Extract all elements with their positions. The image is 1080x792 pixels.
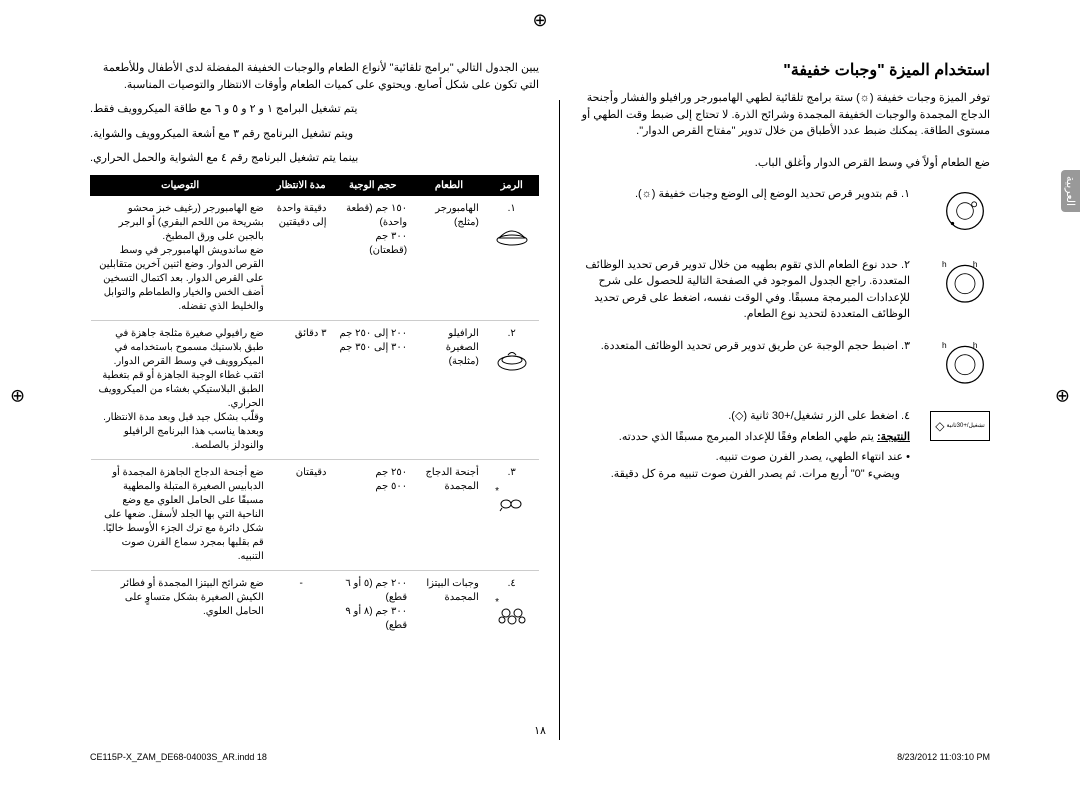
step-3: h h ٣. اضبط حجم الوجبة عن طريق تدوير قرص… xyxy=(580,338,990,394)
step3-text: اضبط حجم الوجبة عن طريق تدوير قرص تحديد … xyxy=(601,340,898,352)
th-food: الطعام xyxy=(413,175,485,195)
left-intro2: يتم تشغيل البرامج ١ و ٢ و ٥ و ٦ مع طاقة … xyxy=(90,101,539,118)
ravioli-icon xyxy=(494,345,530,373)
step3-num: ٣. xyxy=(901,340,910,352)
svg-text:h: h xyxy=(942,259,947,269)
crop-mark-right: ⊕ xyxy=(1055,386,1070,407)
step-4: تشغيل/+30ثانية ◇ ٤. اضغط على الزر تشغيل/… xyxy=(580,408,990,482)
step4-text: اضغط على الزر تشغيل/+30 ثانية (◇). xyxy=(728,410,898,422)
step1-pre: ضع الطعام أولاً في وسط القرص الدوار وأغل… xyxy=(580,155,990,172)
hamburger-icon xyxy=(494,220,530,248)
food-table: الرمز الطعام حجم الوجبة مدة الانتظار الت… xyxy=(90,175,539,639)
step-2: h h ٢. حدد نوع الطعام الذي تقوم بطهيه من… xyxy=(580,257,990,323)
step1-text: قم بتدوير قرص تحديد الوضع إلى الوضع وجبا… xyxy=(635,188,898,200)
bullet1: عند انتهاء الطهي، يصدر الفرن صوت تنبيه. xyxy=(716,451,903,463)
crop-mark-top: ⊕ xyxy=(532,10,547,31)
page-content: استخدام الميزة "وجبات خفيفة" توفر الميزة… xyxy=(0,0,1080,780)
th-size: حجم الوجبة xyxy=(332,175,413,195)
step4-num: ٤. xyxy=(901,410,910,422)
step2-text: حدد نوع الطعام الذي تقوم بطهيه من خلال ت… xyxy=(585,259,910,321)
footer-timestamp: 8/23/2012 11:03:10 PM xyxy=(897,752,990,762)
dial-icon: h h xyxy=(940,257,990,307)
table-row: ٣. * * * أجنحة الدجاج المجمدة ٢٥٠ جم ٥٠٠… xyxy=(91,459,539,570)
table-row: ٢. الرافيلو الصغيرة (مثلجة) ٢٠٠ إلى ٢٥٠ … xyxy=(91,320,539,459)
th-rec: التوصيات xyxy=(91,175,270,195)
step2-num: ٢. xyxy=(901,259,910,271)
left-intro1: يبين الجدول التالي "برامج تلقائية" لأنوا… xyxy=(90,60,539,93)
left-intro3: ويتم تشغيل البرنامج رقم ٣ مع أشعة الميكر… xyxy=(90,126,539,143)
result-label: النتيجة: xyxy=(877,431,910,443)
step1-num: ١. xyxy=(901,188,910,200)
table-row: ٤. * * * وجبات البيتزا المجمدة ٢٠٠ جم (٥… xyxy=(91,570,539,639)
dial-icon xyxy=(940,186,990,236)
th-wait: مدة الانتظار xyxy=(270,175,333,195)
result-text: يتم طهي الطعام وفقًا للإعداد المبرمج مسب… xyxy=(619,431,874,443)
svg-text:* * *: * * * xyxy=(494,486,499,497)
step-1: ١. قم بتدوير قرص تحديد الوضع إلى الوضع و… xyxy=(580,186,990,242)
column-divider xyxy=(559,100,560,740)
pizza-icon: * * * xyxy=(494,595,530,625)
language-tab: العربية xyxy=(1061,170,1080,212)
page-title: استخدام الميزة "وجبات خفيفة" xyxy=(580,60,990,80)
right-column: استخدام الميزة "وجبات خفيفة" توفر الميزة… xyxy=(580,60,990,740)
intro-text: توفر الميزة وجبات خفيفة (☼) ستة برامج تل… xyxy=(580,90,990,140)
svg-text:h: h xyxy=(942,340,947,350)
dial-icon: h h xyxy=(940,338,990,388)
bullet2: ويضيء "0" أربع مرات. ثم يصدر الفرن صوت ت… xyxy=(611,468,900,480)
page-number: ١٨ xyxy=(534,724,546,737)
left-intro4: بينما يتم تشغيل البرنامج رقم ٤ مع الشواي… xyxy=(90,150,539,167)
crop-mark-left: ⊕ xyxy=(10,386,25,407)
lcd-display: تشغيل/+30ثانية ◇ xyxy=(930,411,990,441)
chicken-wings-icon: * * * xyxy=(494,484,530,512)
th-code: الرمز xyxy=(485,175,539,195)
svg-text:* * *: * * * xyxy=(494,597,499,608)
table-row: ١. الهامبورجر (مثلج) ١٥٠ جم (قطعة واحدة)… xyxy=(91,195,539,320)
footer-filename: CE115P-X_ZAM_DE68-04003S_AR.indd 18 xyxy=(90,752,267,762)
left-column: يبين الجدول التالي "برامج تلقائية" لأنوا… xyxy=(90,60,539,740)
